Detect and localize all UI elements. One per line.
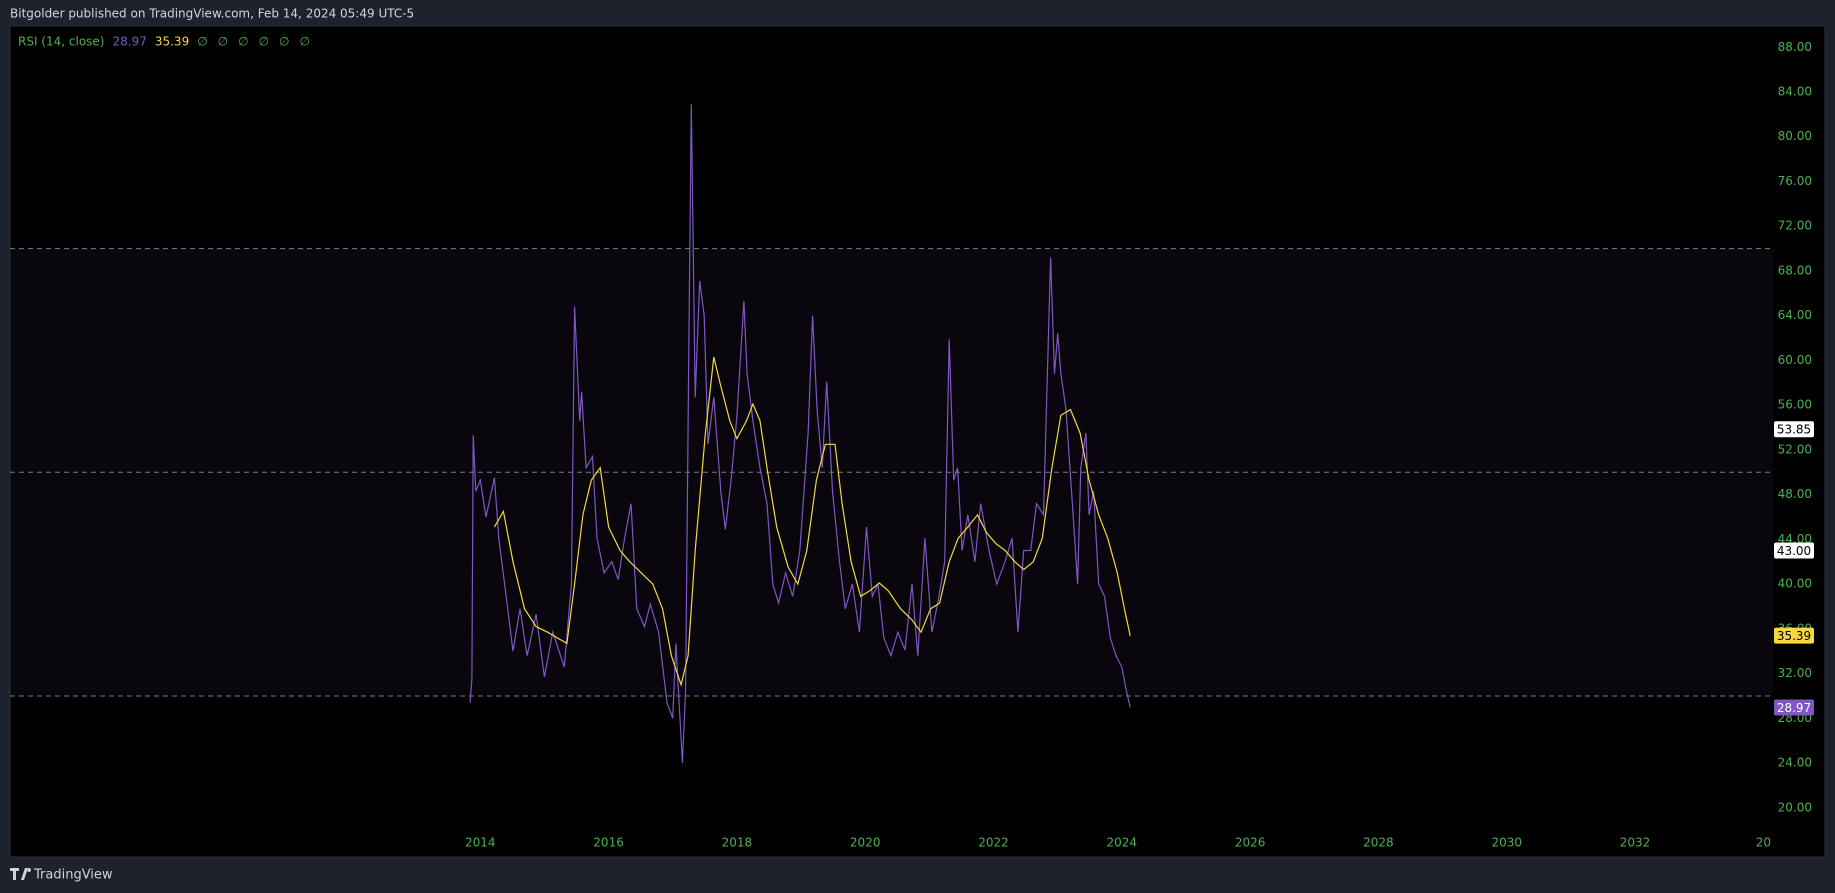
header: Bitgolder published on TradingView.com, … bbox=[10, 7, 414, 21]
price-label-box bbox=[1774, 421, 1814, 438]
last-value-box bbox=[1774, 699, 1814, 716]
last-value-label: 35.39 bbox=[1777, 629, 1811, 643]
y-tick-label: 40.00 bbox=[1778, 577, 1812, 591]
y-tick-label: 32.00 bbox=[1778, 666, 1812, 680]
legend-value: 35.39 bbox=[155, 35, 189, 49]
tv-logo bbox=[10, 868, 32, 880]
y-tick-label: 52.00 bbox=[1778, 442, 1812, 456]
y-tick-label: 88.00 bbox=[1778, 40, 1812, 54]
y-tick-label: 60.00 bbox=[1778, 353, 1812, 367]
x-tick-label: 2020 bbox=[850, 836, 881, 850]
y-tick-label: 72.00 bbox=[1778, 219, 1812, 233]
y-tick-label: 44.00 bbox=[1778, 532, 1812, 546]
last-value-label: 28.97 bbox=[1777, 701, 1811, 715]
y-tick-label: 48.00 bbox=[1778, 487, 1812, 501]
y-tick-label: 68.00 bbox=[1778, 263, 1812, 277]
x-tick-label: 2022 bbox=[978, 836, 1009, 850]
x-tick-label: 2018 bbox=[722, 836, 753, 850]
footer: TradingView bbox=[33, 868, 113, 883]
x-tick-label: 2032 bbox=[1620, 836, 1651, 850]
legend-extra: ∅ bbox=[238, 35, 248, 49]
price-label: 43.00 bbox=[1777, 544, 1811, 558]
series-line bbox=[493, 356, 1131, 687]
y-tick-label: 76.00 bbox=[1778, 174, 1812, 188]
y-tick-label: 20.00 bbox=[1778, 800, 1812, 814]
x-tick-label: 2028 bbox=[1363, 836, 1394, 850]
legend-extra: ∅ bbox=[218, 35, 228, 49]
price-label-box bbox=[1774, 542, 1814, 559]
x-tick-label: 20 bbox=[1756, 836, 1771, 850]
legend-extra: ∅ bbox=[299, 35, 309, 49]
x-tick-label: 2014 bbox=[465, 836, 496, 850]
series-line bbox=[469, 104, 1131, 764]
legend-value: 28.97 bbox=[112, 35, 146, 49]
pane bbox=[9, 25, 1826, 858]
y-tick-label: 84.00 bbox=[1778, 84, 1812, 98]
y-tick-label: 64.00 bbox=[1778, 308, 1812, 322]
y-tick-label: 80.00 bbox=[1778, 129, 1812, 143]
price-label: 53.85 bbox=[1777, 423, 1811, 437]
legend-extra: ∅ bbox=[259, 35, 269, 49]
last-value-box bbox=[1774, 627, 1814, 644]
x-tick-label: 2026 bbox=[1235, 836, 1266, 850]
x-tick-label: 2024 bbox=[1107, 836, 1138, 850]
y-tick-label: 56.00 bbox=[1778, 398, 1812, 412]
y-tick-label: 24.00 bbox=[1778, 756, 1812, 770]
legend-extra: ∅ bbox=[197, 35, 207, 49]
legend-title: RSI (14, close) bbox=[18, 35, 104, 49]
legend-extra: ∅ bbox=[279, 35, 289, 49]
x-tick-label: 2030 bbox=[1491, 836, 1522, 850]
x-tick-label: 2016 bbox=[593, 836, 624, 850]
